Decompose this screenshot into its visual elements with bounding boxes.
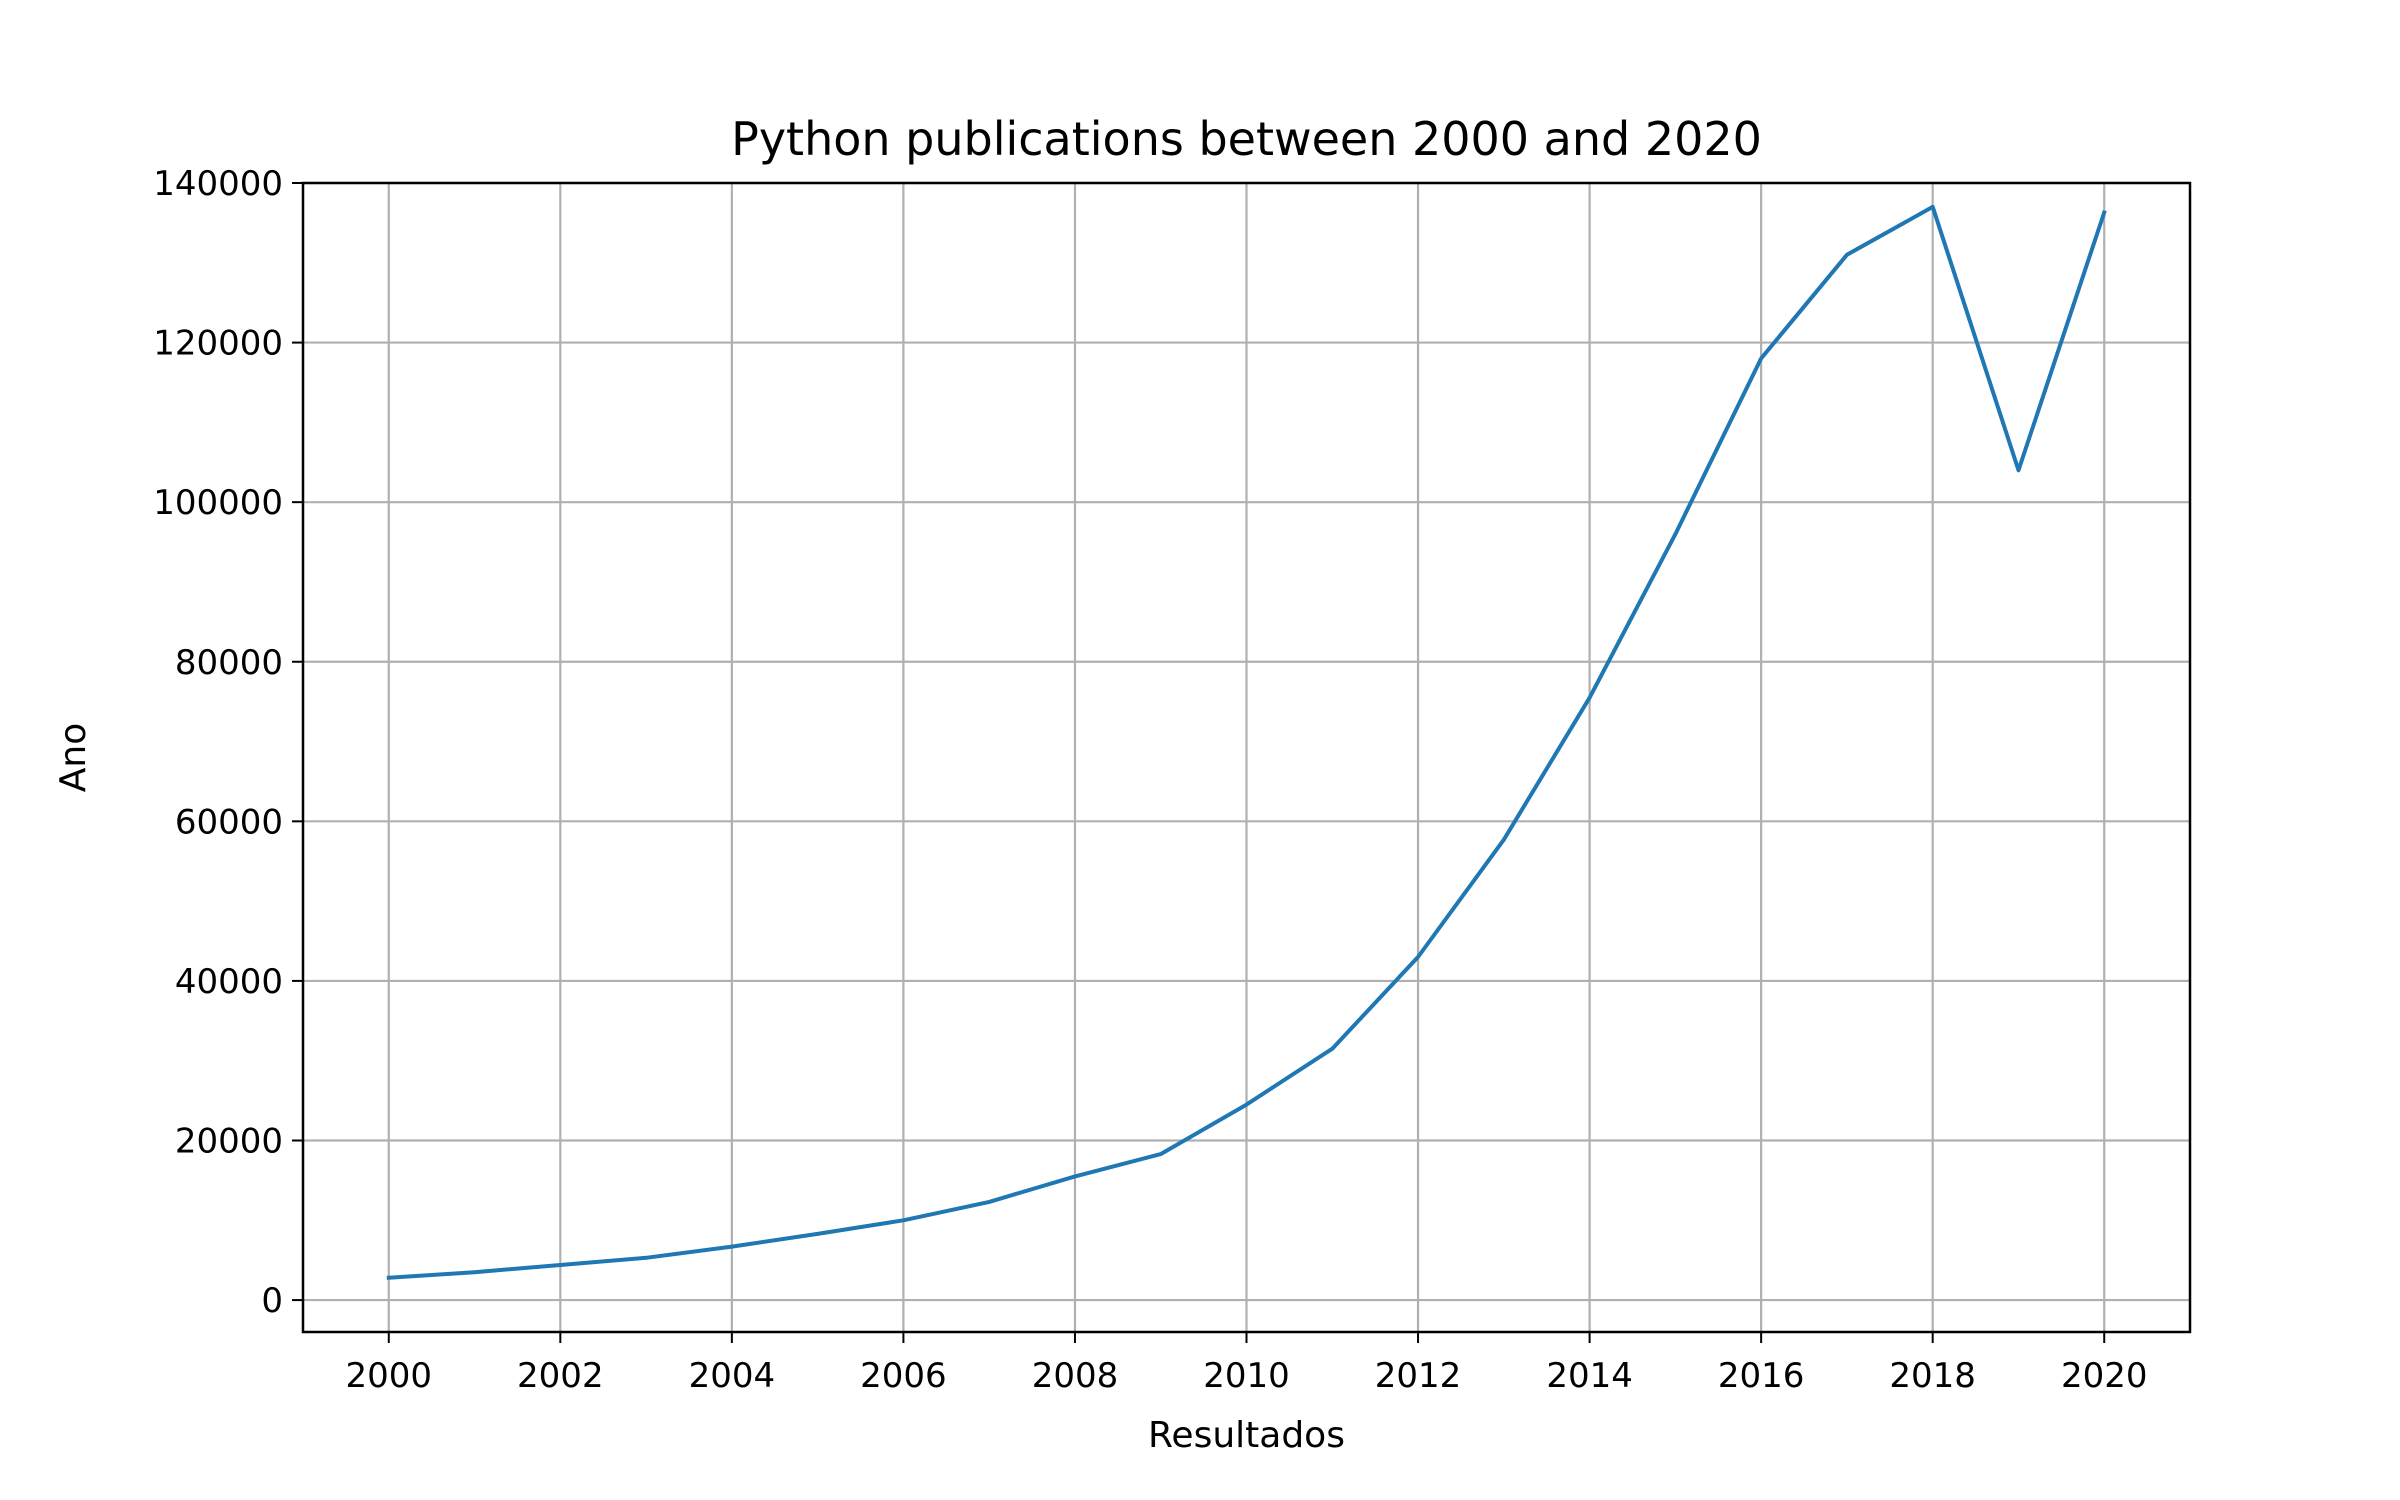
x-tick-label: 2020 bbox=[2061, 1356, 2148, 1396]
y-tick-label: 100000 bbox=[153, 483, 283, 523]
x-axis-label: Resultados bbox=[1148, 1415, 1345, 1456]
y-tick-label: 20000 bbox=[175, 1122, 283, 1162]
series-line bbox=[386, 204, 2107, 1280]
y-axis: 0 20000 40000 60000 80000 100000 120000 140000 bbox=[153, 164, 303, 1321]
x-axis: 2000 2002 2004 2006 2008 2010 2012 2014 2016 2018… bbox=[346, 1332, 2148, 1396]
x-tick-label: 2004 bbox=[689, 1356, 776, 1396]
x-tick-label: 2012 bbox=[1375, 1356, 1462, 1396]
y-tick-label: 120000 bbox=[153, 324, 283, 364]
y-axis-label: Ano bbox=[53, 723, 94, 792]
x-tick-label: 2000 bbox=[346, 1356, 433, 1396]
x-tick-label: 2010 bbox=[1203, 1356, 1290, 1396]
grid bbox=[303, 181, 2190, 1332]
chart-title: Python publications between 2000 and 202… bbox=[731, 112, 1762, 166]
y-tick-label: 140000 bbox=[153, 164, 283, 204]
x-tick-label: 2018 bbox=[1889, 1356, 1976, 1396]
y-tick-label: 0 bbox=[261, 1281, 283, 1321]
x-tick-label: 2006 bbox=[860, 1356, 947, 1396]
x-tick-label: 2002 bbox=[517, 1356, 604, 1396]
x-tick-label: 2016 bbox=[1718, 1356, 1805, 1396]
x-tick-label: 2008 bbox=[1032, 1356, 1119, 1396]
y-tick-label: 40000 bbox=[175, 962, 283, 1002]
y-tick-label: 60000 bbox=[175, 802, 283, 842]
y-tick-label: 80000 bbox=[175, 643, 283, 683]
x-tick-label: 2014 bbox=[1546, 1356, 1633, 1396]
series-layer bbox=[386, 204, 2107, 1280]
